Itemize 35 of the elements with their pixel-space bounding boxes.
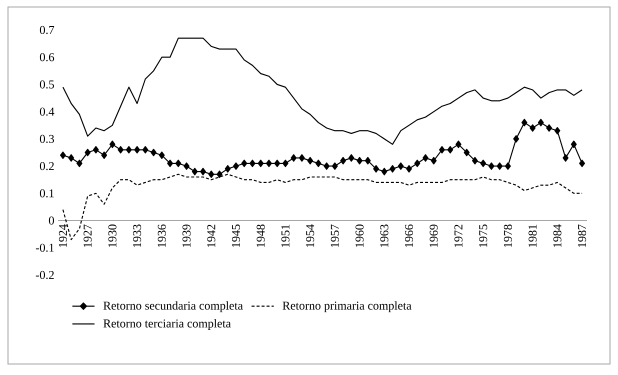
legend-label: Retorno secundaria completa: [103, 301, 243, 312]
x-tick-label: 1969: [430, 224, 438, 248]
x-tick-label: 1987: [578, 224, 586, 248]
x-tick-label: 1954: [306, 224, 314, 248]
x-tick-label: 1945: [232, 224, 240, 248]
x-tick-label: 1981: [528, 224, 537, 248]
x-tick-label: 1939: [182, 224, 191, 248]
x-tick-label: 1984: [553, 224, 562, 248]
x-tick-label: 1978: [504, 224, 512, 248]
legend-label: Retorno primaria completa: [282, 301, 412, 312]
x-tick-label: 1936: [158, 224, 166, 248]
x-tick-label: 1960: [356, 224, 364, 248]
y-tick-label: -0.1: [36, 244, 54, 252]
x-tick-label: 1933: [133, 224, 142, 248]
y-tick-label: 0.3: [40, 134, 54, 143]
x-tick-label: 1930: [108, 224, 116, 248]
y-tick-label: -0.2: [36, 270, 54, 280]
x-tick-label: 1975: [479, 224, 488, 248]
y-tick-label: 0.1: [40, 189, 54, 198]
x-tick-label: 1966: [404, 224, 414, 248]
y-tick-label: 0.4: [40, 108, 54, 116]
x-tick-label: 1957: [330, 224, 339, 248]
y-tick-label: 0.5: [40, 80, 54, 89]
y-tick-label: 0.7: [40, 26, 54, 34]
x-tick-label: 1951: [281, 224, 290, 248]
x-tick-label: 1924: [58, 224, 67, 248]
x-tick-label: 1948: [256, 224, 265, 248]
y-tick-label: 0.6: [40, 53, 54, 62]
y-tick-label: 0: [48, 216, 54, 225]
x-tick-label: 1942: [207, 224, 216, 248]
legend-label: Retorno terciaria completa: [103, 319, 231, 330]
x-tick-label: 1963: [380, 224, 388, 248]
y-tick-label: 0.2: [40, 162, 54, 170]
x-tick-label: 1972: [454, 224, 462, 248]
x-tick-label: 1927: [84, 224, 92, 248]
